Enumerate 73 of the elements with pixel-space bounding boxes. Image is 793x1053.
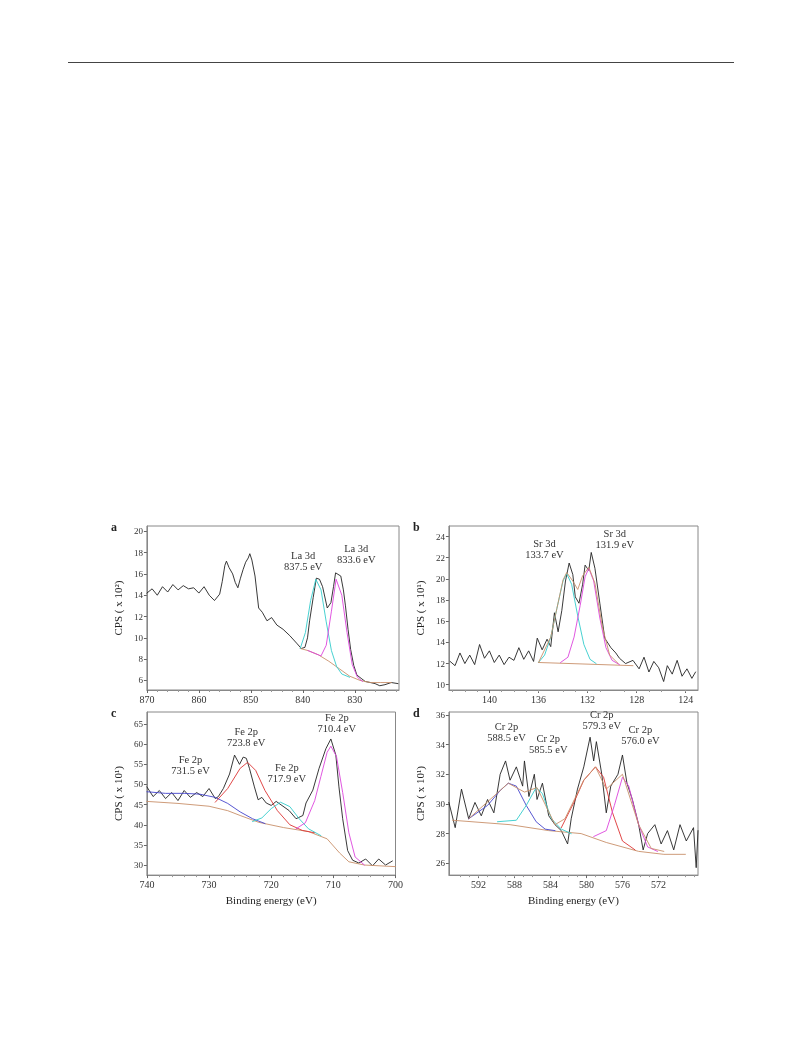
x-tick-label: 730	[201, 878, 217, 890]
y-tick-label: 22	[435, 552, 445, 563]
y-axis-title: CPS ( x 10¹)	[413, 580, 427, 636]
y-tick-label: 34	[435, 739, 446, 750]
annotation: Fe 2p 731.5 eV	[171, 753, 211, 776]
x-axis-title: Binding energy (eV)	[225, 893, 317, 907]
x-tick-label: 710	[325, 878, 341, 890]
y-axis-title: CPS ( x 10¹)	[413, 765, 427, 822]
chart-title: b	[413, 520, 420, 534]
annotation: Cr 2p 588.5 eV	[487, 721, 527, 744]
x-tick-label: 588	[507, 878, 523, 890]
y-tick-label: 20	[435, 573, 446, 584]
y-tick-label: 14	[435, 637, 446, 648]
annotation: La 3d 837.5 eV	[283, 549, 323, 572]
y-tick-label: 50	[133, 779, 144, 790]
y-tick-label: 16	[133, 568, 144, 579]
x-tick-label: 850	[243, 693, 259, 705]
y-tick-label: 30	[435, 798, 446, 809]
y-tick-label: 18	[435, 595, 446, 606]
y-axis-title: CPS ( x 10¹)	[111, 765, 125, 822]
y-tick-label: 18	[133, 547, 144, 558]
x-tick-label: 128	[629, 693, 645, 705]
y-tick-label: 12	[133, 611, 143, 622]
y-tick-label: 8	[138, 654, 144, 665]
annotation: Cr 2p 585.5 eV	[528, 733, 568, 756]
x-tick-label: 870	[139, 693, 155, 705]
y-tick-label: 40	[133, 819, 144, 830]
annotation: Cr 2p 576.0 eV	[621, 724, 661, 747]
y-tick-label: 36	[435, 709, 446, 720]
y-tick-label: 60	[133, 739, 144, 750]
y-tick-label: 24	[435, 531, 446, 542]
y-tick-label: 32	[435, 769, 445, 780]
x-tick-label: 830	[347, 693, 363, 705]
y-tick-label: 28	[435, 828, 446, 839]
annotation: Fe 2p 717.9 eV	[267, 762, 307, 785]
x-tick-label: 860	[191, 693, 207, 705]
annotation: Cr 2p 579.3 eV	[582, 708, 622, 731]
x-tick-label: 132	[580, 693, 596, 705]
y-tick-label: 65	[133, 719, 144, 730]
y-axis-title: CPS ( x 10²)	[111, 580, 125, 636]
y-tick-label: 14	[133, 590, 144, 601]
chart-title: a	[111, 520, 117, 534]
x-tick-label: 720	[263, 878, 279, 890]
x-tick-label: 592	[471, 878, 487, 890]
annotation: Fe 2p 723.8 eV	[226, 726, 266, 749]
x-tick-label: 584	[543, 878, 559, 890]
annotation: La 3d 833.6 eV	[337, 542, 376, 565]
x-tick-label: 700	[388, 878, 403, 890]
y-tick-label: 30	[133, 860, 144, 871]
y-tick-label: 26	[435, 858, 446, 869]
y-tick-label: 45	[133, 799, 144, 810]
x-tick-label: 136	[530, 693, 546, 705]
annotation: Sr 3d 131.9 eV	[595, 528, 635, 551]
x-tick-label: 740	[139, 878, 155, 890]
y-tick-label: 35	[133, 839, 144, 850]
x-tick-label: 580	[578, 878, 594, 890]
x-axis-title: Binding energy (eV)	[528, 893, 620, 907]
x-tick-label: 840	[295, 693, 311, 705]
chart-title: d	[413, 706, 420, 720]
x-tick-label: 124	[678, 693, 694, 705]
y-tick-label: 12	[435, 658, 445, 669]
y-tick-label: 16	[435, 616, 446, 627]
x-tick-label: 140	[481, 693, 497, 705]
chart-title: c	[111, 706, 117, 720]
annotation: Sr 3d 133.7 eV	[525, 537, 565, 560]
y-tick-label: 55	[133, 759, 144, 770]
y-tick-label: 6	[138, 675, 144, 686]
y-tick-label: 10	[435, 679, 446, 690]
annotation: Fe 2p 710.4 eV	[317, 712, 357, 735]
x-tick-label: 576	[614, 878, 630, 890]
y-tick-label: 20	[133, 526, 144, 537]
x-tick-label: 572	[650, 878, 666, 890]
y-tick-label: 10	[133, 632, 144, 643]
